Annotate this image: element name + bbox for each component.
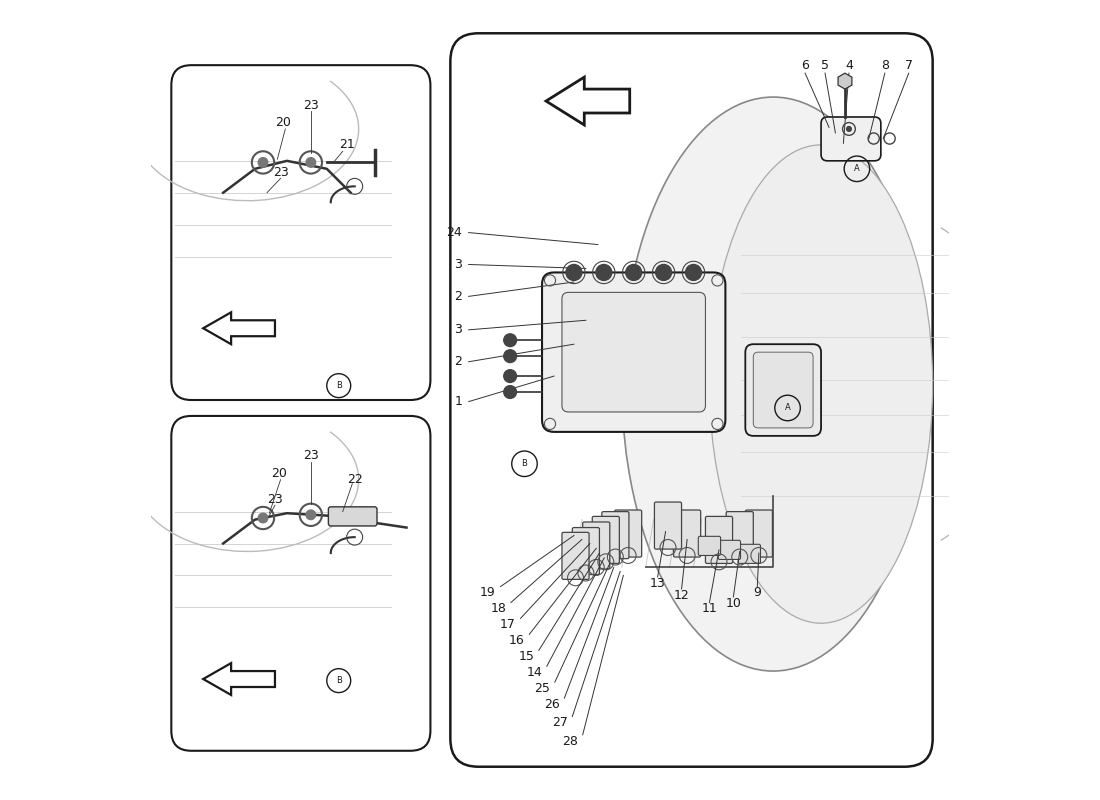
Circle shape bbox=[596, 265, 612, 281]
Text: 8: 8 bbox=[881, 58, 889, 72]
Text: 13: 13 bbox=[650, 577, 666, 590]
Circle shape bbox=[306, 510, 316, 519]
FancyBboxPatch shape bbox=[542, 273, 725, 432]
FancyBboxPatch shape bbox=[583, 522, 609, 569]
Polygon shape bbox=[204, 312, 275, 344]
Text: 3: 3 bbox=[454, 258, 462, 271]
Text: 25: 25 bbox=[535, 682, 550, 695]
Ellipse shape bbox=[621, 97, 925, 671]
Text: eurospares: eurospares bbox=[224, 229, 374, 253]
Text: 17: 17 bbox=[499, 618, 516, 631]
FancyBboxPatch shape bbox=[592, 516, 619, 563]
FancyBboxPatch shape bbox=[562, 532, 590, 579]
Text: eurospares: eurospares bbox=[224, 571, 374, 595]
Text: B: B bbox=[336, 676, 342, 685]
Text: 22: 22 bbox=[346, 474, 363, 486]
FancyBboxPatch shape bbox=[738, 544, 760, 563]
Text: 12: 12 bbox=[673, 589, 690, 602]
Text: 4: 4 bbox=[845, 58, 853, 72]
Text: 23: 23 bbox=[273, 166, 288, 179]
Text: A: A bbox=[854, 164, 860, 174]
Text: 10: 10 bbox=[725, 597, 741, 610]
Text: 9: 9 bbox=[754, 586, 761, 599]
Circle shape bbox=[258, 158, 267, 167]
FancyBboxPatch shape bbox=[654, 502, 682, 549]
Text: 23: 23 bbox=[267, 493, 283, 506]
FancyBboxPatch shape bbox=[172, 416, 430, 750]
Text: 11: 11 bbox=[702, 602, 717, 615]
Text: 18: 18 bbox=[491, 602, 506, 615]
Circle shape bbox=[656, 265, 672, 281]
FancyBboxPatch shape bbox=[329, 507, 377, 526]
Text: 28: 28 bbox=[562, 734, 578, 748]
Circle shape bbox=[626, 265, 641, 281]
Text: 1: 1 bbox=[454, 395, 462, 408]
FancyBboxPatch shape bbox=[705, 516, 733, 563]
Text: 7: 7 bbox=[904, 58, 913, 72]
Text: 21: 21 bbox=[339, 138, 354, 151]
Circle shape bbox=[565, 265, 582, 281]
FancyBboxPatch shape bbox=[718, 540, 740, 559]
Text: B: B bbox=[521, 459, 527, 468]
Text: 3: 3 bbox=[454, 323, 462, 336]
Text: 24: 24 bbox=[447, 226, 462, 239]
FancyBboxPatch shape bbox=[746, 344, 821, 436]
Text: 6: 6 bbox=[801, 58, 808, 72]
FancyBboxPatch shape bbox=[572, 527, 600, 574]
Text: 16: 16 bbox=[508, 634, 525, 647]
Text: 20: 20 bbox=[275, 116, 290, 129]
Text: eurospares: eurospares bbox=[579, 452, 728, 476]
FancyBboxPatch shape bbox=[602, 512, 629, 558]
Ellipse shape bbox=[710, 145, 933, 623]
Text: eurospares: eurospares bbox=[579, 205, 728, 229]
Text: 20: 20 bbox=[271, 467, 287, 480]
Text: 15: 15 bbox=[518, 650, 535, 663]
Circle shape bbox=[504, 370, 517, 382]
Text: 23: 23 bbox=[302, 450, 319, 462]
Circle shape bbox=[504, 334, 517, 346]
Text: 5: 5 bbox=[821, 58, 829, 72]
Circle shape bbox=[504, 350, 517, 362]
FancyBboxPatch shape bbox=[450, 34, 933, 766]
Polygon shape bbox=[546, 77, 629, 125]
Text: 26: 26 bbox=[543, 698, 560, 711]
Polygon shape bbox=[838, 73, 851, 89]
Text: 19: 19 bbox=[480, 586, 496, 599]
FancyBboxPatch shape bbox=[172, 65, 430, 400]
Circle shape bbox=[306, 158, 316, 167]
FancyBboxPatch shape bbox=[754, 352, 813, 428]
Text: 2: 2 bbox=[454, 355, 462, 368]
Circle shape bbox=[685, 265, 702, 281]
FancyBboxPatch shape bbox=[673, 510, 701, 557]
Text: A: A bbox=[784, 403, 791, 413]
Text: 2: 2 bbox=[454, 290, 462, 303]
Circle shape bbox=[504, 386, 517, 398]
FancyBboxPatch shape bbox=[615, 510, 641, 557]
Text: 14: 14 bbox=[526, 666, 542, 679]
FancyBboxPatch shape bbox=[698, 536, 720, 555]
Circle shape bbox=[847, 126, 851, 131]
Text: B: B bbox=[336, 381, 342, 390]
Circle shape bbox=[258, 514, 267, 522]
FancyBboxPatch shape bbox=[821, 117, 881, 161]
Text: 27: 27 bbox=[552, 716, 568, 730]
Text: 23: 23 bbox=[302, 98, 319, 111]
FancyBboxPatch shape bbox=[746, 510, 772, 557]
FancyBboxPatch shape bbox=[562, 292, 705, 412]
FancyBboxPatch shape bbox=[726, 512, 754, 558]
Polygon shape bbox=[204, 663, 275, 695]
